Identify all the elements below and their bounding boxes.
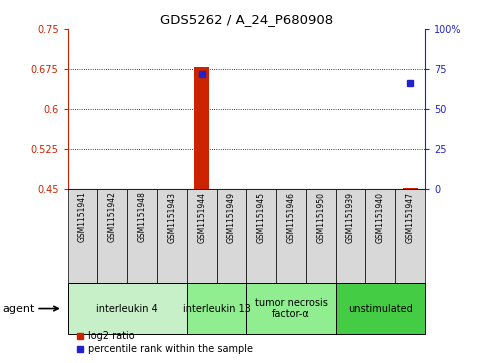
Text: GSM1151941: GSM1151941: [78, 192, 87, 242]
Text: GSM1151944: GSM1151944: [197, 192, 206, 242]
FancyBboxPatch shape: [127, 189, 157, 283]
FancyBboxPatch shape: [68, 283, 187, 334]
FancyBboxPatch shape: [187, 283, 246, 334]
FancyBboxPatch shape: [246, 189, 276, 283]
Text: GSM1151949: GSM1151949: [227, 192, 236, 242]
FancyBboxPatch shape: [246, 283, 336, 334]
Text: GSM1151940: GSM1151940: [376, 192, 385, 242]
FancyBboxPatch shape: [68, 189, 98, 283]
FancyBboxPatch shape: [336, 189, 366, 283]
Text: tumor necrosis
factor-α: tumor necrosis factor-α: [255, 298, 327, 319]
Bar: [403, 188, 418, 189]
Text: interleukin 4: interleukin 4: [96, 303, 158, 314]
Text: GSM1151947: GSM1151947: [406, 192, 414, 242]
FancyBboxPatch shape: [276, 189, 306, 283]
FancyBboxPatch shape: [336, 283, 425, 334]
Text: agent: agent: [2, 303, 35, 314]
Text: GSM1151943: GSM1151943: [168, 192, 176, 242]
FancyBboxPatch shape: [395, 189, 425, 283]
Text: GSM1151945: GSM1151945: [257, 192, 266, 242]
Text: interleukin 13: interleukin 13: [183, 303, 251, 314]
Text: unstimulated: unstimulated: [348, 303, 413, 314]
Text: GSM1151948: GSM1151948: [138, 192, 146, 242]
Text: GSM1151942: GSM1151942: [108, 192, 117, 242]
FancyBboxPatch shape: [366, 189, 395, 283]
Title: GDS5262 / A_24_P680908: GDS5262 / A_24_P680908: [160, 13, 333, 26]
Text: GSM1151939: GSM1151939: [346, 192, 355, 242]
FancyBboxPatch shape: [216, 189, 246, 283]
FancyBboxPatch shape: [306, 189, 336, 283]
FancyBboxPatch shape: [98, 189, 127, 283]
Text: GSM1151950: GSM1151950: [316, 192, 325, 242]
Bar: [194, 68, 209, 189]
Text: GSM1151946: GSM1151946: [286, 192, 296, 242]
FancyBboxPatch shape: [157, 189, 187, 283]
Legend: log2 ratio, percentile rank within the sample: log2 ratio, percentile rank within the s…: [72, 327, 257, 358]
FancyBboxPatch shape: [187, 189, 216, 283]
